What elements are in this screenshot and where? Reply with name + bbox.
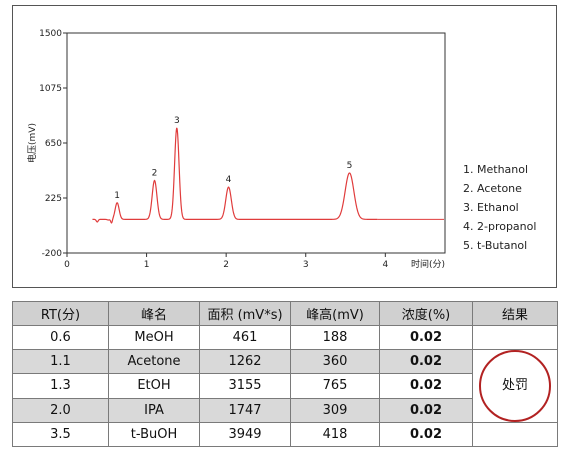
header-peak-name: 峰名 xyxy=(108,301,200,326)
cell-result-empty xyxy=(472,422,558,447)
legend-entry: 4. 2-propanol xyxy=(463,220,536,233)
legend-entry: 2. Acetone xyxy=(463,182,522,195)
legend-entry: 5. t-Butanol xyxy=(463,239,527,252)
header-rt: RT(分) xyxy=(12,301,109,326)
x-tick-label: 2 xyxy=(223,260,229,270)
cell-peak-name: MeOH xyxy=(108,325,200,350)
cell-concentration: 0.02 xyxy=(379,397,473,424)
header-result: 结果 xyxy=(472,301,558,326)
y-tick-label: -200 xyxy=(42,249,63,259)
penalty-stamp: 处罚 xyxy=(479,350,551,422)
cell-rt: 1.1 xyxy=(12,348,109,375)
x-tick-label: 3 xyxy=(303,260,309,270)
chromatogram-chart: 0 1 2 3 4 -200 225 650 1075 1500 1 2 3 4 5 电压(mV) 时间(… xyxy=(26,29,536,270)
chromatogram-panel: 0 1 2 3 4 -200 225 650 1075 1500 1 2 3 4 5 电压(mV) 时间(… xyxy=(12,5,557,288)
cell-rt: 0.6 xyxy=(12,325,109,350)
signal-trace xyxy=(92,127,378,224)
table-header-row: RT(分) 峰名 面积 (mV*s) 峰高(mV) 浓度(%) 结果 xyxy=(12,301,558,326)
peak-label: 5 xyxy=(347,161,353,171)
cell-peak-name: t-BuOH xyxy=(108,422,200,447)
cell-concentration: 0.02 xyxy=(379,325,473,350)
y-axis-title: 电压(mV) xyxy=(26,123,38,163)
x-tick-label: 0 xyxy=(64,260,70,270)
cell-area: 1747 xyxy=(199,397,291,424)
cell-area: 1262 xyxy=(199,348,291,375)
cell-rt: 1.3 xyxy=(12,373,109,399)
header-height: 峰高(mV) xyxy=(290,301,380,326)
table-row: 1.1 Acetone 1262 360 0.02 处罚 xyxy=(12,348,558,423)
header-area: 面积 (mV*s) xyxy=(199,301,291,326)
x-axis-title: 时间(分) xyxy=(411,258,445,270)
table-row: 3.5 t-BuOH 3949 418 0.02 xyxy=(12,422,558,447)
plot-area-frame xyxy=(66,32,446,254)
cell-area: 3155 xyxy=(199,373,291,399)
cell-area: 461 xyxy=(199,325,291,350)
peak-label: 2 xyxy=(152,169,158,179)
legend-entry: 1. Methanol xyxy=(463,163,528,176)
peak-label: 4 xyxy=(226,175,232,185)
cell-peak-name: EtOH xyxy=(108,373,200,399)
cell-concentration: 0.02 xyxy=(379,348,473,375)
cell-height: 309 xyxy=(290,397,380,424)
table-row: 0.6 MeOH 461 188 0.02 xyxy=(12,325,558,350)
y-tick-label: 225 xyxy=(45,194,62,204)
cell-rt: 2.0 xyxy=(12,397,109,424)
results-table: RT(分) 峰名 面积 (mV*s) 峰高(mV) 浓度(%) 结果 0.6 M… xyxy=(12,301,558,447)
x-tick-label: 4 xyxy=(382,260,388,270)
cell-concentration: 0.02 xyxy=(379,373,473,399)
legend: 1. Methanol 2. Acetone 3. Ethanol 4. 2-prop… xyxy=(463,163,536,252)
peak-label: 3 xyxy=(174,116,180,126)
header-concentration: 浓度(%) xyxy=(379,301,473,326)
y-tick-label: 1500 xyxy=(39,29,62,39)
table-row: 1.3 EtOH 3155 765 0.02 xyxy=(12,373,558,399)
cell-peak-name: IPA xyxy=(108,397,200,424)
cell-height: 188 xyxy=(290,325,380,350)
cell-height: 765 xyxy=(290,373,380,399)
cell-height: 418 xyxy=(290,422,380,447)
y-tick-label: 1075 xyxy=(39,84,62,94)
legend-entry: 3. Ethanol xyxy=(463,201,519,214)
table-row: 2.0 IPA 1747 309 0.02 xyxy=(12,397,558,424)
cell-height: 360 xyxy=(290,348,380,375)
peak-label: 1 xyxy=(114,191,120,201)
y-tick-label: 650 xyxy=(45,139,62,149)
cell-rt: 3.5 xyxy=(12,422,109,447)
cell-peak-name: Acetone xyxy=(108,348,200,375)
cell-area: 3949 xyxy=(199,422,291,447)
cell-result: 处罚 xyxy=(472,349,558,423)
x-tick-label: 1 xyxy=(144,260,150,270)
cell-result-empty xyxy=(472,325,558,350)
cell-concentration: 0.02 xyxy=(379,422,473,447)
